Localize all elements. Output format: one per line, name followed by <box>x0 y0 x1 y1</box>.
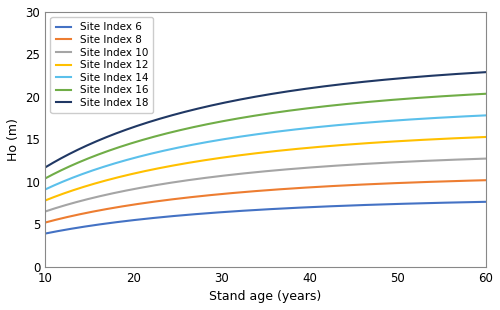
Site Index 14 <box>280 129 286 133</box>
Site Index 6 <box>482 200 488 204</box>
Site Index 10 <box>252 170 258 174</box>
Site Index 8 <box>254 189 260 193</box>
Site Index 16 <box>254 113 260 117</box>
Site Index 12 <box>482 135 488 139</box>
Site Index 18 <box>42 166 48 169</box>
Site Index 8 <box>42 221 48 224</box>
Site Index 6 <box>304 206 310 209</box>
X-axis label: Stand age (years): Stand age (years) <box>210 290 322 303</box>
Site Index 6 <box>42 232 48 235</box>
Site Index 16 <box>304 107 310 110</box>
Site Index 8 <box>304 186 310 189</box>
Site Index 16 <box>42 177 48 180</box>
Site Index 16 <box>252 114 258 117</box>
Site Index 18 <box>472 71 478 75</box>
Site Index 14 <box>252 133 258 136</box>
Site Index 14 <box>42 188 48 191</box>
Site Index 12 <box>304 146 310 150</box>
Site Index 10 <box>304 166 310 170</box>
Site Index 10 <box>254 170 260 174</box>
Site Index 14 <box>472 114 478 118</box>
Site Index 8 <box>252 189 258 193</box>
Line: Site Index 6: Site Index 6 <box>45 202 486 233</box>
Line: Site Index 10: Site Index 10 <box>45 159 486 211</box>
Site Index 18 <box>252 95 258 99</box>
Site Index 10 <box>472 157 478 161</box>
Line: Site Index 8: Site Index 8 <box>45 180 486 223</box>
Site Index 10 <box>482 157 488 161</box>
Site Index 10 <box>42 210 48 213</box>
Site Index 16 <box>280 109 286 113</box>
Site Index 18 <box>304 87 310 91</box>
Site Index 12 <box>472 135 478 139</box>
Legend: Site Index 6, Site Index 8, Site Index 10, Site Index 12, Site Index 14, Site In: Site Index 6, Site Index 8, Site Index 1… <box>50 17 154 113</box>
Site Index 8 <box>280 187 286 191</box>
Site Index 16 <box>472 92 478 96</box>
Site Index 6 <box>280 206 286 210</box>
Site Index 14 <box>482 113 488 117</box>
Site Index 14 <box>403 118 409 122</box>
Site Index 12 <box>254 151 260 155</box>
Line: Site Index 16: Site Index 16 <box>45 94 486 179</box>
Y-axis label: Ho (m): Ho (m) <box>7 118 20 161</box>
Site Index 6 <box>254 208 260 212</box>
Site Index 18 <box>403 76 409 80</box>
Site Index 8 <box>403 181 409 184</box>
Line: Site Index 12: Site Index 12 <box>45 137 486 201</box>
Site Index 12 <box>280 148 286 152</box>
Site Index 8 <box>472 179 478 182</box>
Site Index 12 <box>403 139 409 143</box>
Site Index 10 <box>403 160 409 164</box>
Site Index 16 <box>403 97 409 101</box>
Line: Site Index 18: Site Index 18 <box>45 72 486 167</box>
Site Index 8 <box>482 178 488 182</box>
Site Index 10 <box>280 168 286 171</box>
Site Index 12 <box>42 199 48 202</box>
Site Index 14 <box>254 132 260 136</box>
Site Index 6 <box>403 202 409 206</box>
Line: Site Index 14: Site Index 14 <box>45 115 486 189</box>
Site Index 14 <box>304 126 310 130</box>
Site Index 18 <box>254 95 260 98</box>
Site Index 6 <box>472 200 478 204</box>
Site Index 18 <box>280 90 286 94</box>
Site Index 16 <box>482 92 488 95</box>
Site Index 18 <box>482 70 488 74</box>
Site Index 6 <box>252 208 258 212</box>
Site Index 12 <box>252 152 258 155</box>
